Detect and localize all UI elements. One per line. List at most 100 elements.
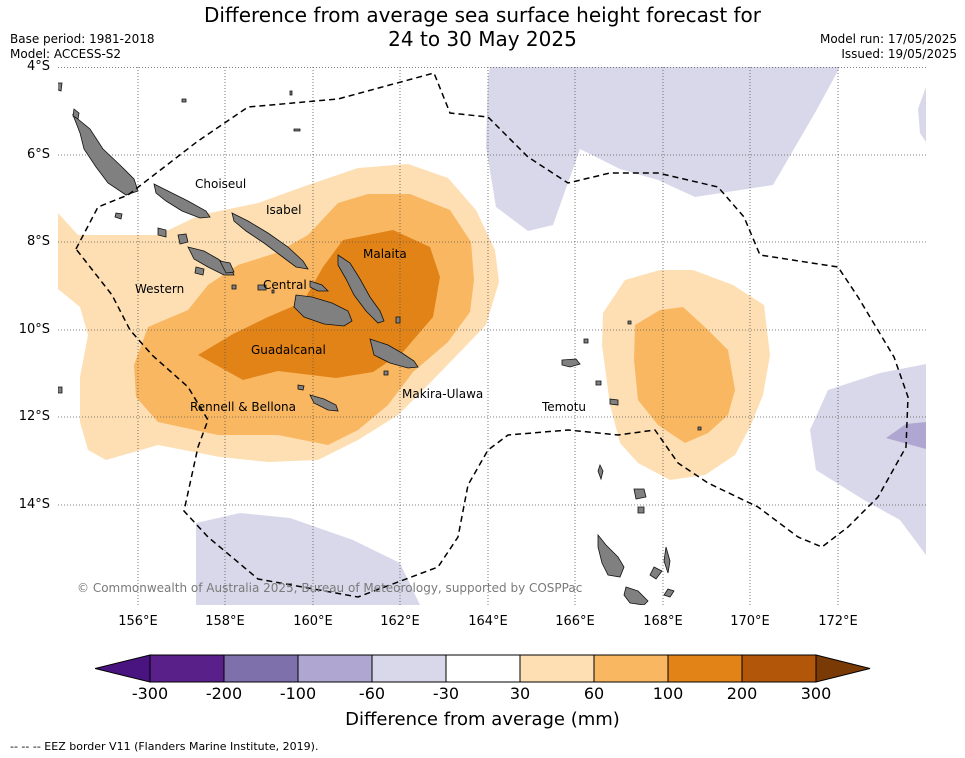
- issued-text: Issued: 19/05/2025: [841, 47, 957, 61]
- lat-label-12s: 12°S: [18, 409, 50, 424]
- island-banks-2: [637, 506, 645, 514]
- island-vangunu: [219, 260, 235, 274]
- model-run-text: Model run: 17/05/2025: [819, 32, 957, 46]
- island-malaita: [337, 254, 385, 324]
- island-malekula: [623, 586, 649, 605]
- lon-label-166e: 166°E: [555, 614, 595, 629]
- lon-label-168e: 168°E: [643, 614, 683, 629]
- colorbar-tick-neg300: -300: [131, 684, 169, 703]
- meta-right: Model run: 17/05/2025 Issued: 19/05/2025: [820, 32, 957, 62]
- lon-label-156e: 156°E: [118, 614, 158, 629]
- island-banks: [633, 488, 647, 500]
- island-ambae: [663, 588, 675, 598]
- neg-contour-south: [196, 513, 420, 605]
- pos-contour-60-100-east: [634, 307, 735, 443]
- lat-label-6s: 6°S: [26, 147, 50, 162]
- lon-label-172e: 172°E: [818, 614, 858, 629]
- colorbar-tick-300: 300: [800, 684, 832, 703]
- island-florida: [309, 280, 329, 292]
- island-espiritu-santo: [597, 533, 625, 578]
- map-title-line2: 24 to 30 May 2025: [388, 27, 577, 51]
- colorbar-bin-neg300-neg200: [149, 654, 225, 683]
- lon-label-158e: 158°E: [205, 614, 245, 629]
- lon-label-160e: 160°E: [293, 614, 333, 629]
- eez-border: [75, 72, 909, 598]
- place-label-isabel: Isabel: [266, 203, 301, 217]
- islet-1: [181, 98, 187, 103]
- place-label-temotu: Temotu: [541, 400, 586, 414]
- positive-anomaly-areas: [58, 164, 770, 480]
- colorbar-tick-neg30: -30: [432, 684, 460, 703]
- island-makira: [369, 338, 419, 369]
- colorbar-tick-neg200: -200: [205, 684, 243, 703]
- island-russell: [257, 284, 267, 291]
- eez-footnote: -- -- -- EEZ border V11 (Flanders Marine…: [10, 740, 319, 753]
- colorbar: [95, 654, 871, 683]
- island-shortlands: [114, 212, 123, 220]
- island-maewo: [663, 546, 671, 574]
- island-bougainville: [72, 113, 139, 196]
- place-label-rennell-bellona: Rennell & Bellona: [190, 400, 296, 414]
- island-ulawa: [395, 316, 401, 324]
- colorbar-tick-100: 100: [652, 684, 684, 703]
- island-vella-lavella: [157, 227, 167, 238]
- colorbar-tick-200: 200: [726, 684, 758, 703]
- colorbar-tick-neg60: -60: [358, 684, 386, 703]
- colorbar-bin-100-200: [667, 654, 743, 683]
- lat-label-4s: 4°S: [26, 59, 50, 74]
- colorbar-bin-neg60-neg30: [371, 654, 447, 683]
- gridlines: [58, 67, 926, 605]
- base-period-text: Base period: 1981-2018: [10, 32, 155, 46]
- meta-left: Base period: 1981-2018 Model: ACCESS-S2: [10, 32, 155, 62]
- colorbar-bin-neg100-neg60: [297, 654, 373, 683]
- island-choiseul: [153, 183, 211, 219]
- islet-6: [383, 370, 389, 376]
- islet-5: [271, 289, 275, 294]
- lon-label-164e: 164°E: [468, 614, 508, 629]
- island-nendo: [561, 358, 581, 368]
- islet-2: [289, 90, 293, 96]
- island-rennell: [309, 394, 339, 412]
- island-reef-islands: [583, 338, 589, 344]
- place-label-malaita: Malaita: [363, 247, 407, 261]
- colorbar-bin-60-100: [593, 654, 669, 683]
- islet-4: [231, 284, 237, 290]
- place-label-central: Central: [263, 278, 307, 292]
- islet-7: [697, 426, 702, 431]
- place-label-makira-ulawa: Makira-Ulawa: [402, 387, 483, 401]
- colorbar-extend-low: [95, 654, 151, 683]
- lat-label-10s: 10°S: [18, 322, 50, 337]
- lat-label-8s: 8°S: [26, 234, 50, 249]
- place-label-guadalcanal: Guadalcanal: [251, 343, 326, 357]
- neg-contour-southeast: [810, 364, 926, 555]
- lon-label-170e: 170°E: [730, 614, 770, 629]
- island-new-georgia: [187, 246, 235, 276]
- copyright-notice: © Commonwealth of Australia 2025, Bureau…: [77, 581, 582, 595]
- island-kolombangara: [177, 233, 189, 245]
- place-label-choiseul: Choiseul: [195, 177, 246, 191]
- island-ndai: [58, 82, 63, 92]
- colorbar-extend-high: [815, 654, 871, 683]
- colorbar-tick-30: 30: [509, 684, 531, 703]
- island-buka: [72, 108, 80, 120]
- colorbar-tick-neg100: -100: [279, 684, 317, 703]
- colorbar-bin-neg200-neg100: [223, 654, 299, 683]
- island-pentecost: [649, 566, 663, 580]
- islet-3: [293, 128, 301, 132]
- sea-level-map: Choiseul Isabel Malaita Western Central …: [58, 67, 926, 605]
- island-vanikoro: [609, 398, 619, 406]
- island-torres: [597, 463, 604, 481]
- colorbar-label: Difference from average (mm): [345, 709, 620, 730]
- lon-label-162e: 162°E: [380, 614, 420, 629]
- colorbar-tick-60: 60: [583, 684, 605, 703]
- island-bellona: [297, 384, 305, 391]
- place-label-western: Western: [135, 282, 184, 296]
- islet-8: [627, 320, 632, 325]
- island-santa-isabel: [231, 212, 309, 270]
- island-guadalcanal: [293, 294, 353, 327]
- land-masses: [58, 82, 702, 605]
- neg-contour-east-edge: [918, 87, 926, 142]
- model-text: Model: ACCESS-S2: [10, 47, 122, 61]
- map-title-line1: Difference from average sea surface heig…: [203, 3, 762, 27]
- place-labels: Choiseul Isabel Malaita Western Central …: [135, 177, 586, 414]
